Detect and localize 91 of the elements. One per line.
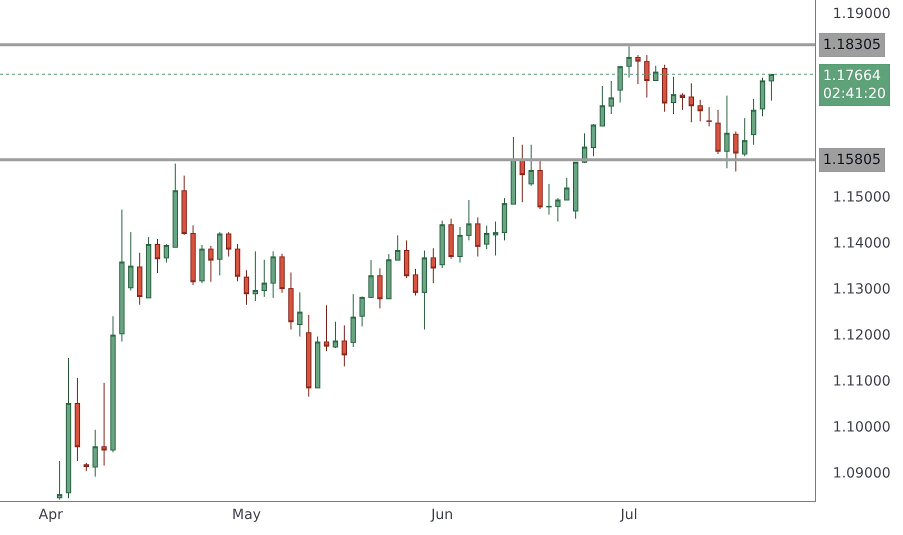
y-tick-label: 1.11000	[832, 373, 891, 390]
candlestick	[342, 324, 348, 367]
candlestick	[466, 199, 472, 241]
candlestick	[92, 429, 98, 478]
candlestick	[297, 292, 303, 337]
y-tick-label: 1.15000	[832, 190, 891, 206]
candlestick	[662, 64, 668, 112]
candlestick	[537, 158, 543, 210]
x-tick-label: May	[232, 506, 261, 523]
candlestick	[244, 270, 250, 306]
candlestick	[733, 130, 738, 172]
candlestick	[270, 250, 276, 298]
candlestick	[698, 99, 703, 122]
candlestick	[332, 321, 338, 348]
candlestick	[84, 462, 89, 472]
ref-line-label: 1.15805	[823, 152, 881, 168]
candlestick	[670, 76, 676, 114]
candlestick	[715, 109, 721, 154]
candlestick	[492, 221, 498, 256]
y-tick-label: 1.09000	[832, 465, 891, 482]
x-tick-label: Jul	[620, 506, 638, 523]
x-tick-label: Apr	[38, 506, 64, 523]
candlestick	[368, 260, 374, 298]
ref-line-label: 1.18305	[823, 37, 881, 53]
candlestick	[226, 232, 232, 257]
candlestick	[101, 382, 107, 466]
candlestick	[279, 253, 285, 294]
ref-line-label: 1.17664	[823, 68, 881, 84]
candlestick	[457, 226, 463, 263]
candlestick	[528, 144, 534, 186]
candlestick	[590, 124, 596, 157]
candlestick	[440, 220, 445, 268]
candlestick	[742, 118, 748, 157]
candlestick	[475, 216, 480, 257]
candlestick	[760, 77, 766, 117]
candlestick	[190, 224, 196, 286]
candlestick	[395, 234, 400, 261]
candlestick	[404, 240, 410, 279]
y-tick-label: 1.12000	[832, 328, 891, 344]
y-tick-label: 1.13000	[832, 282, 891, 298]
candlestick	[555, 198, 561, 222]
candlestick	[172, 163, 178, 248]
candlestick	[688, 82, 694, 123]
y-tick-label: 1.19000	[832, 6, 891, 22]
candlestick	[306, 314, 312, 398]
candlestick	[66, 358, 72, 499]
candlestick	[635, 54, 641, 85]
candlestick	[520, 144, 525, 203]
candlestick	[644, 54, 650, 98]
candlestick	[288, 272, 294, 330]
candlestick	[706, 106, 712, 127]
candlestick	[128, 232, 134, 291]
candlestick	[572, 161, 578, 220]
candlestick	[262, 259, 267, 298]
candlestick	[359, 296, 365, 327]
y-tick-label: 1.10000	[832, 419, 891, 436]
candlestick	[110, 316, 116, 453]
candlestick	[252, 250, 258, 302]
candlestick	[324, 304, 330, 352]
candlestick	[314, 336, 320, 389]
candlestick	[750, 98, 756, 146]
candlestick	[724, 95, 730, 169]
candlestick	[164, 244, 170, 263]
candlestick	[208, 245, 214, 282]
x-tick-label: Jun	[430, 506, 454, 523]
candlestick	[564, 177, 570, 201]
candlestick	[154, 238, 160, 274]
candlestick	[377, 268, 383, 309]
candlestick	[608, 80, 614, 114]
candlestick	[546, 183, 552, 216]
candlestick	[350, 294, 356, 348]
candlestick	[182, 175, 187, 236]
candlestick	[600, 85, 606, 127]
candlestick	[234, 244, 240, 282]
candlestick	[137, 252, 142, 306]
candlestick	[422, 250, 428, 330]
candlestick	[680, 92, 686, 110]
candlestick	[510, 136, 516, 206]
y-tick-label: 1.14000	[832, 236, 891, 252]
candlestick	[74, 377, 80, 462]
candlestick	[484, 225, 490, 250]
candlestick	[119, 209, 125, 342]
candlestick	[386, 254, 392, 300]
candlestick	[502, 198, 508, 241]
text: 02:41:20	[823, 86, 886, 102]
candlestick	[412, 268, 418, 296]
candlestick	[430, 248, 436, 284]
candlestick	[199, 244, 205, 284]
candlestick	[217, 232, 222, 276]
candlestick	[146, 236, 152, 299]
candlestick	[448, 218, 454, 260]
